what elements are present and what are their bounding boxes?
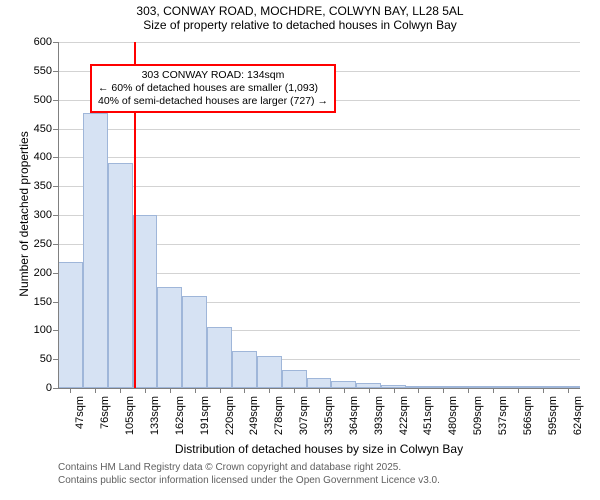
x-tick-label: 335sqm <box>323 396 335 435</box>
histogram-bar <box>133 215 158 388</box>
x-tick-mark <box>518 388 519 393</box>
histogram-bar <box>108 163 133 388</box>
histogram-bar <box>207 327 232 388</box>
y-axis-title: Number of detached properties <box>17 114 31 314</box>
footer-attribution: Contains HM Land Registry data © Crown c… <box>58 462 440 487</box>
x-tick-label: 364sqm <box>348 396 360 435</box>
x-tick-label: 76sqm <box>99 396 111 429</box>
y-tick-label: 50 <box>14 353 52 365</box>
chart-container: 303, CONWAY ROAD, MOCHDRE, COLWYN BAY, L… <box>0 0 600 500</box>
histogram-bar <box>232 351 257 388</box>
y-gridline <box>58 186 580 187</box>
x-tick-mark <box>269 388 270 393</box>
x-tick-mark <box>443 388 444 393</box>
x-tick-label: 191sqm <box>199 396 211 435</box>
x-tick-label: 480sqm <box>447 396 459 435</box>
annotation-line2: ← 60% of detached houses are smaller (1,… <box>98 82 328 95</box>
histogram-bar <box>331 381 356 388</box>
histogram-bar <box>58 262 83 388</box>
x-tick-label: 624sqm <box>572 396 584 435</box>
x-tick-mark <box>220 388 221 393</box>
chart-title-line2: Size of property relative to detached ho… <box>0 18 600 32</box>
x-axis-title: Distribution of detached houses by size … <box>58 442 580 456</box>
y-tick-label: 600 <box>14 36 52 48</box>
histogram-bar <box>257 356 282 388</box>
annotation-line1: 303 CONWAY ROAD: 134sqm <box>98 69 328 82</box>
annotation-box: 303 CONWAY ROAD: 134sqm← 60% of detached… <box>90 64 336 113</box>
chart-title-block: 303, CONWAY ROAD, MOCHDRE, COLWYN BAY, L… <box>0 4 600 32</box>
y-tick-label: 500 <box>14 94 52 106</box>
footer-line1: Contains HM Land Registry data © Crown c… <box>58 462 440 475</box>
y-gridline <box>58 157 580 158</box>
x-tick-mark <box>319 388 320 393</box>
x-tick-label: 133sqm <box>149 396 161 435</box>
chart-title-line1: 303, CONWAY ROAD, MOCHDRE, COLWYN BAY, L… <box>0 4 600 18</box>
x-tick-mark <box>195 388 196 393</box>
y-axis-line <box>58 42 59 388</box>
x-tick-mark <box>244 388 245 393</box>
histogram-bar <box>83 113 108 388</box>
x-tick-mark <box>145 388 146 393</box>
x-tick-label: 278sqm <box>273 396 285 435</box>
x-tick-label: 220sqm <box>224 396 236 435</box>
footer-line2: Contains public sector information licen… <box>58 475 440 488</box>
x-tick-mark <box>120 388 121 393</box>
x-tick-label: 47sqm <box>74 396 86 429</box>
annotation-line3: 40% of semi-detached houses are larger (… <box>98 95 328 108</box>
x-tick-label: 307sqm <box>298 396 310 435</box>
histogram-bar <box>307 378 332 388</box>
x-tick-label: 566sqm <box>522 396 534 435</box>
x-tick-label: 393sqm <box>373 396 385 435</box>
x-tick-label: 422sqm <box>398 396 410 435</box>
histogram-bar <box>182 296 207 388</box>
x-tick-mark <box>394 388 395 393</box>
x-tick-label: 509sqm <box>472 396 484 435</box>
x-tick-mark <box>493 388 494 393</box>
x-tick-label: 595sqm <box>547 396 559 435</box>
y-tick-label: 0 <box>14 382 52 394</box>
x-tick-label: 162sqm <box>174 396 186 435</box>
histogram-bar <box>282 370 307 388</box>
y-gridline <box>58 42 580 43</box>
x-tick-label: 105sqm <box>124 396 136 435</box>
x-tick-mark <box>170 388 171 393</box>
x-tick-mark <box>70 388 71 393</box>
x-tick-mark <box>543 388 544 393</box>
x-tick-label: 249sqm <box>248 396 260 435</box>
x-tick-mark <box>369 388 370 393</box>
x-tick-mark <box>468 388 469 393</box>
plot-area: 303 CONWAY ROAD: 134sqm← 60% of detached… <box>58 42 580 388</box>
x-tick-mark <box>294 388 295 393</box>
x-tick-label: 537sqm <box>497 396 509 435</box>
y-tick-label: 100 <box>14 324 52 336</box>
y-tick-label: 550 <box>14 65 52 77</box>
x-tick-mark <box>95 388 96 393</box>
y-gridline <box>58 129 580 130</box>
histogram-bar <box>157 287 182 388</box>
x-tick-label: 451sqm <box>422 396 434 435</box>
x-tick-mark <box>418 388 419 393</box>
x-tick-mark <box>568 388 569 393</box>
x-tick-mark <box>344 388 345 393</box>
